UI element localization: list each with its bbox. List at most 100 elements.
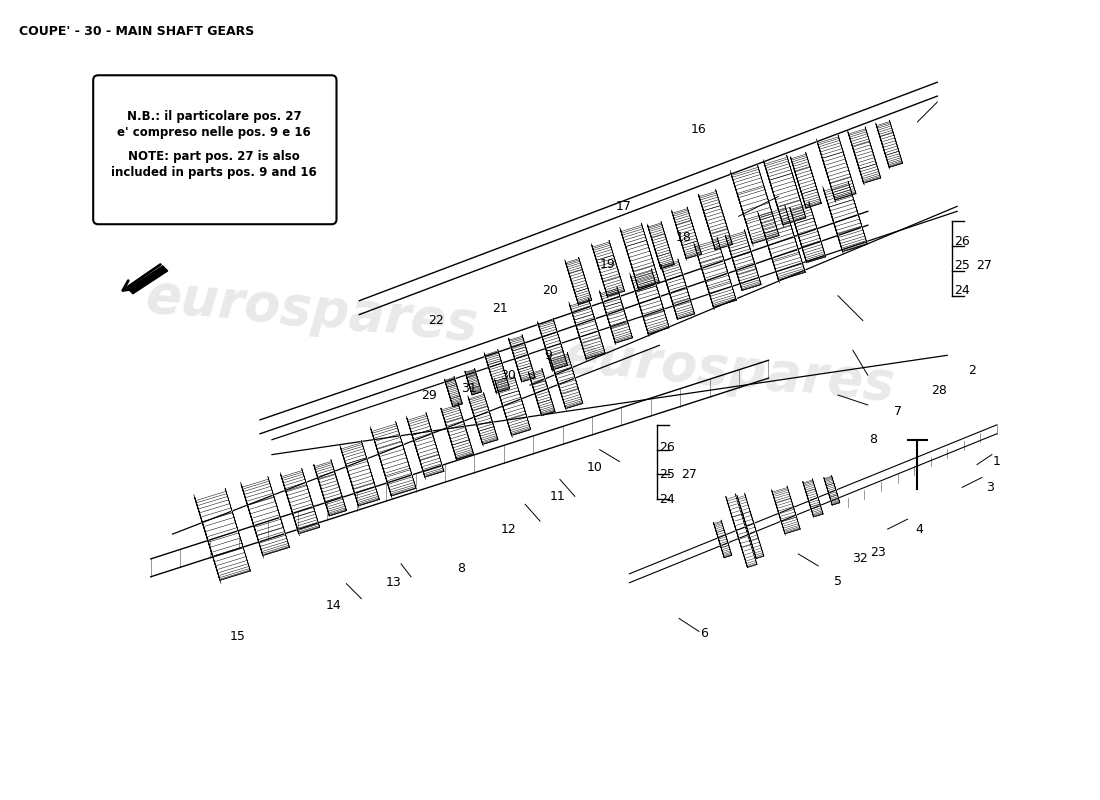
Polygon shape <box>474 368 482 392</box>
Text: eurospares: eurospares <box>143 270 480 351</box>
Polygon shape <box>688 207 702 254</box>
Polygon shape <box>508 338 521 382</box>
Polygon shape <box>280 474 299 534</box>
Polygon shape <box>407 418 425 478</box>
Text: 17: 17 <box>616 200 631 213</box>
Text: 6: 6 <box>700 627 708 640</box>
Polygon shape <box>641 223 659 282</box>
Polygon shape <box>784 206 805 273</box>
Text: 22: 22 <box>428 314 443 327</box>
Polygon shape <box>817 141 835 200</box>
Polygon shape <box>528 372 541 416</box>
Polygon shape <box>745 494 763 556</box>
Polygon shape <box>758 165 779 236</box>
Text: 8: 8 <box>869 434 877 446</box>
Text: 30: 30 <box>500 369 516 382</box>
Polygon shape <box>805 152 822 203</box>
Polygon shape <box>361 441 379 500</box>
Polygon shape <box>396 422 416 489</box>
Polygon shape <box>454 376 462 404</box>
Polygon shape <box>195 498 220 581</box>
Polygon shape <box>495 380 512 435</box>
Polygon shape <box>824 189 843 252</box>
Polygon shape <box>848 181 868 244</box>
Polygon shape <box>889 120 903 163</box>
Text: 32: 32 <box>852 552 868 566</box>
Text: 3: 3 <box>986 481 994 494</box>
Polygon shape <box>745 230 761 285</box>
Polygon shape <box>661 222 674 265</box>
Polygon shape <box>553 318 568 366</box>
Polygon shape <box>620 230 638 289</box>
Polygon shape <box>651 269 669 328</box>
Polygon shape <box>267 477 289 547</box>
Text: 11: 11 <box>550 490 565 503</box>
Text: 26: 26 <box>659 441 675 454</box>
Polygon shape <box>824 478 833 505</box>
Polygon shape <box>694 244 714 307</box>
Polygon shape <box>458 403 474 454</box>
Polygon shape <box>808 202 826 257</box>
Text: 15: 15 <box>229 630 245 643</box>
Text: eurospares: eurospares <box>560 330 898 410</box>
Polygon shape <box>331 459 346 510</box>
Text: COUPE' - 30 - MAIN SHAFT GEARS: COUPE' - 30 - MAIN SHAFT GEARS <box>19 25 254 38</box>
Text: 24: 24 <box>659 493 675 506</box>
Polygon shape <box>716 190 733 245</box>
Text: 26: 26 <box>954 234 970 248</box>
Polygon shape <box>803 482 814 517</box>
Text: 19: 19 <box>600 258 616 271</box>
Polygon shape <box>128 266 167 294</box>
Text: 28: 28 <box>932 383 947 397</box>
Polygon shape <box>678 259 695 314</box>
Polygon shape <box>565 261 579 305</box>
Polygon shape <box>465 371 472 395</box>
Polygon shape <box>441 408 456 459</box>
Text: 9: 9 <box>544 349 552 362</box>
Polygon shape <box>469 397 483 445</box>
Polygon shape <box>371 429 392 496</box>
Polygon shape <box>791 157 806 208</box>
Polygon shape <box>340 447 359 506</box>
Text: N.B.: il particolare pos. 27: N.B.: il particolare pos. 27 <box>126 110 301 123</box>
Polygon shape <box>630 275 648 334</box>
Polygon shape <box>301 468 320 527</box>
Text: 27: 27 <box>681 468 697 481</box>
Text: 27: 27 <box>976 259 992 273</box>
Polygon shape <box>592 246 607 297</box>
Text: e' compreso nelle pos. 9 e 16: e' compreso nelle pos. 9 e 16 <box>118 126 311 139</box>
Text: 31: 31 <box>461 382 476 394</box>
Polygon shape <box>609 240 625 291</box>
Polygon shape <box>730 173 752 244</box>
Polygon shape <box>848 132 864 183</box>
Text: 8: 8 <box>456 562 464 575</box>
Polygon shape <box>661 264 678 319</box>
Text: 24: 24 <box>954 284 970 298</box>
Text: 21: 21 <box>493 302 508 315</box>
Polygon shape <box>314 465 329 516</box>
Text: 20: 20 <box>542 284 558 298</box>
Polygon shape <box>812 478 823 514</box>
Text: 29: 29 <box>421 389 437 402</box>
Text: 5: 5 <box>834 575 842 588</box>
Polygon shape <box>838 134 856 194</box>
Polygon shape <box>720 520 732 555</box>
Polygon shape <box>241 485 263 556</box>
Polygon shape <box>737 495 757 558</box>
Text: 2: 2 <box>968 364 976 377</box>
Polygon shape <box>758 214 779 281</box>
Text: included in parts pos. 9 and 16: included in parts pos. 9 and 16 <box>111 166 317 178</box>
Polygon shape <box>725 235 742 290</box>
Text: 25: 25 <box>659 468 675 481</box>
Polygon shape <box>714 522 724 558</box>
Polygon shape <box>865 127 881 178</box>
Polygon shape <box>444 379 453 407</box>
Polygon shape <box>672 211 686 259</box>
Polygon shape <box>542 368 556 412</box>
Polygon shape <box>514 374 531 430</box>
Polygon shape <box>426 412 444 471</box>
Text: 13: 13 <box>385 576 402 590</box>
Polygon shape <box>484 354 496 393</box>
Polygon shape <box>786 486 800 530</box>
Text: 23: 23 <box>870 546 886 559</box>
